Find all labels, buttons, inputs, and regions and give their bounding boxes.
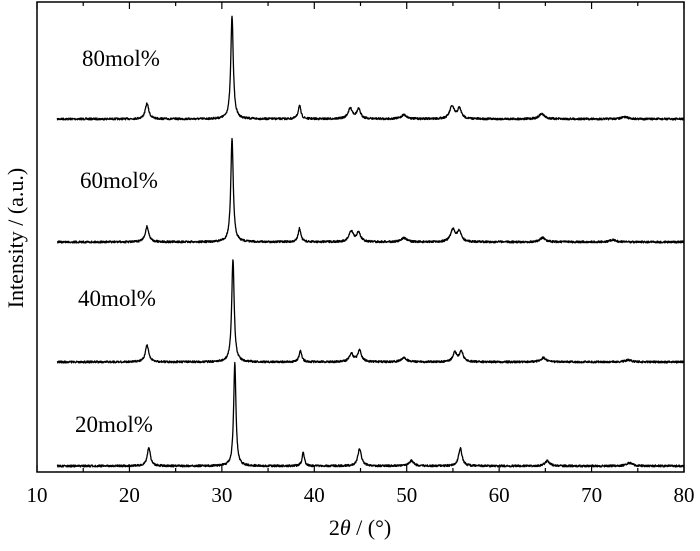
series-label: 80mol% [82, 46, 160, 71]
series-trace [56, 15, 685, 121]
x-tick-label: 60 [489, 483, 510, 507]
series-trace [56, 259, 685, 364]
x-tick-label: 30 [211, 483, 232, 507]
y-axis-title: Intensity / (a.u.) [3, 168, 28, 309]
x-tick-label: 10 [27, 483, 48, 507]
x-tick-label: 70 [581, 483, 602, 507]
diffraction-traces [56, 15, 685, 468]
x-tick-label: 40 [304, 483, 325, 507]
x-axis-tick-labels: 10 20 30 40 50 60 70 80 [27, 483, 695, 507]
x-tick-label: 20 [119, 483, 140, 507]
series-label: 40mol% [78, 286, 156, 311]
x-axis-ticks [36, 2, 685, 472]
series-label: 60mol% [80, 168, 158, 193]
x-axis-title: 2θ / (°) [329, 515, 391, 540]
series-labels: 80mol% 60mol% 40mol% 20mol% [75, 46, 160, 437]
series-label: 20mol% [75, 412, 153, 437]
series-trace [56, 137, 685, 244]
series-trace [56, 361, 685, 468]
x-tick-label: 50 [396, 483, 417, 507]
x-tick-label: 80 [674, 483, 695, 507]
